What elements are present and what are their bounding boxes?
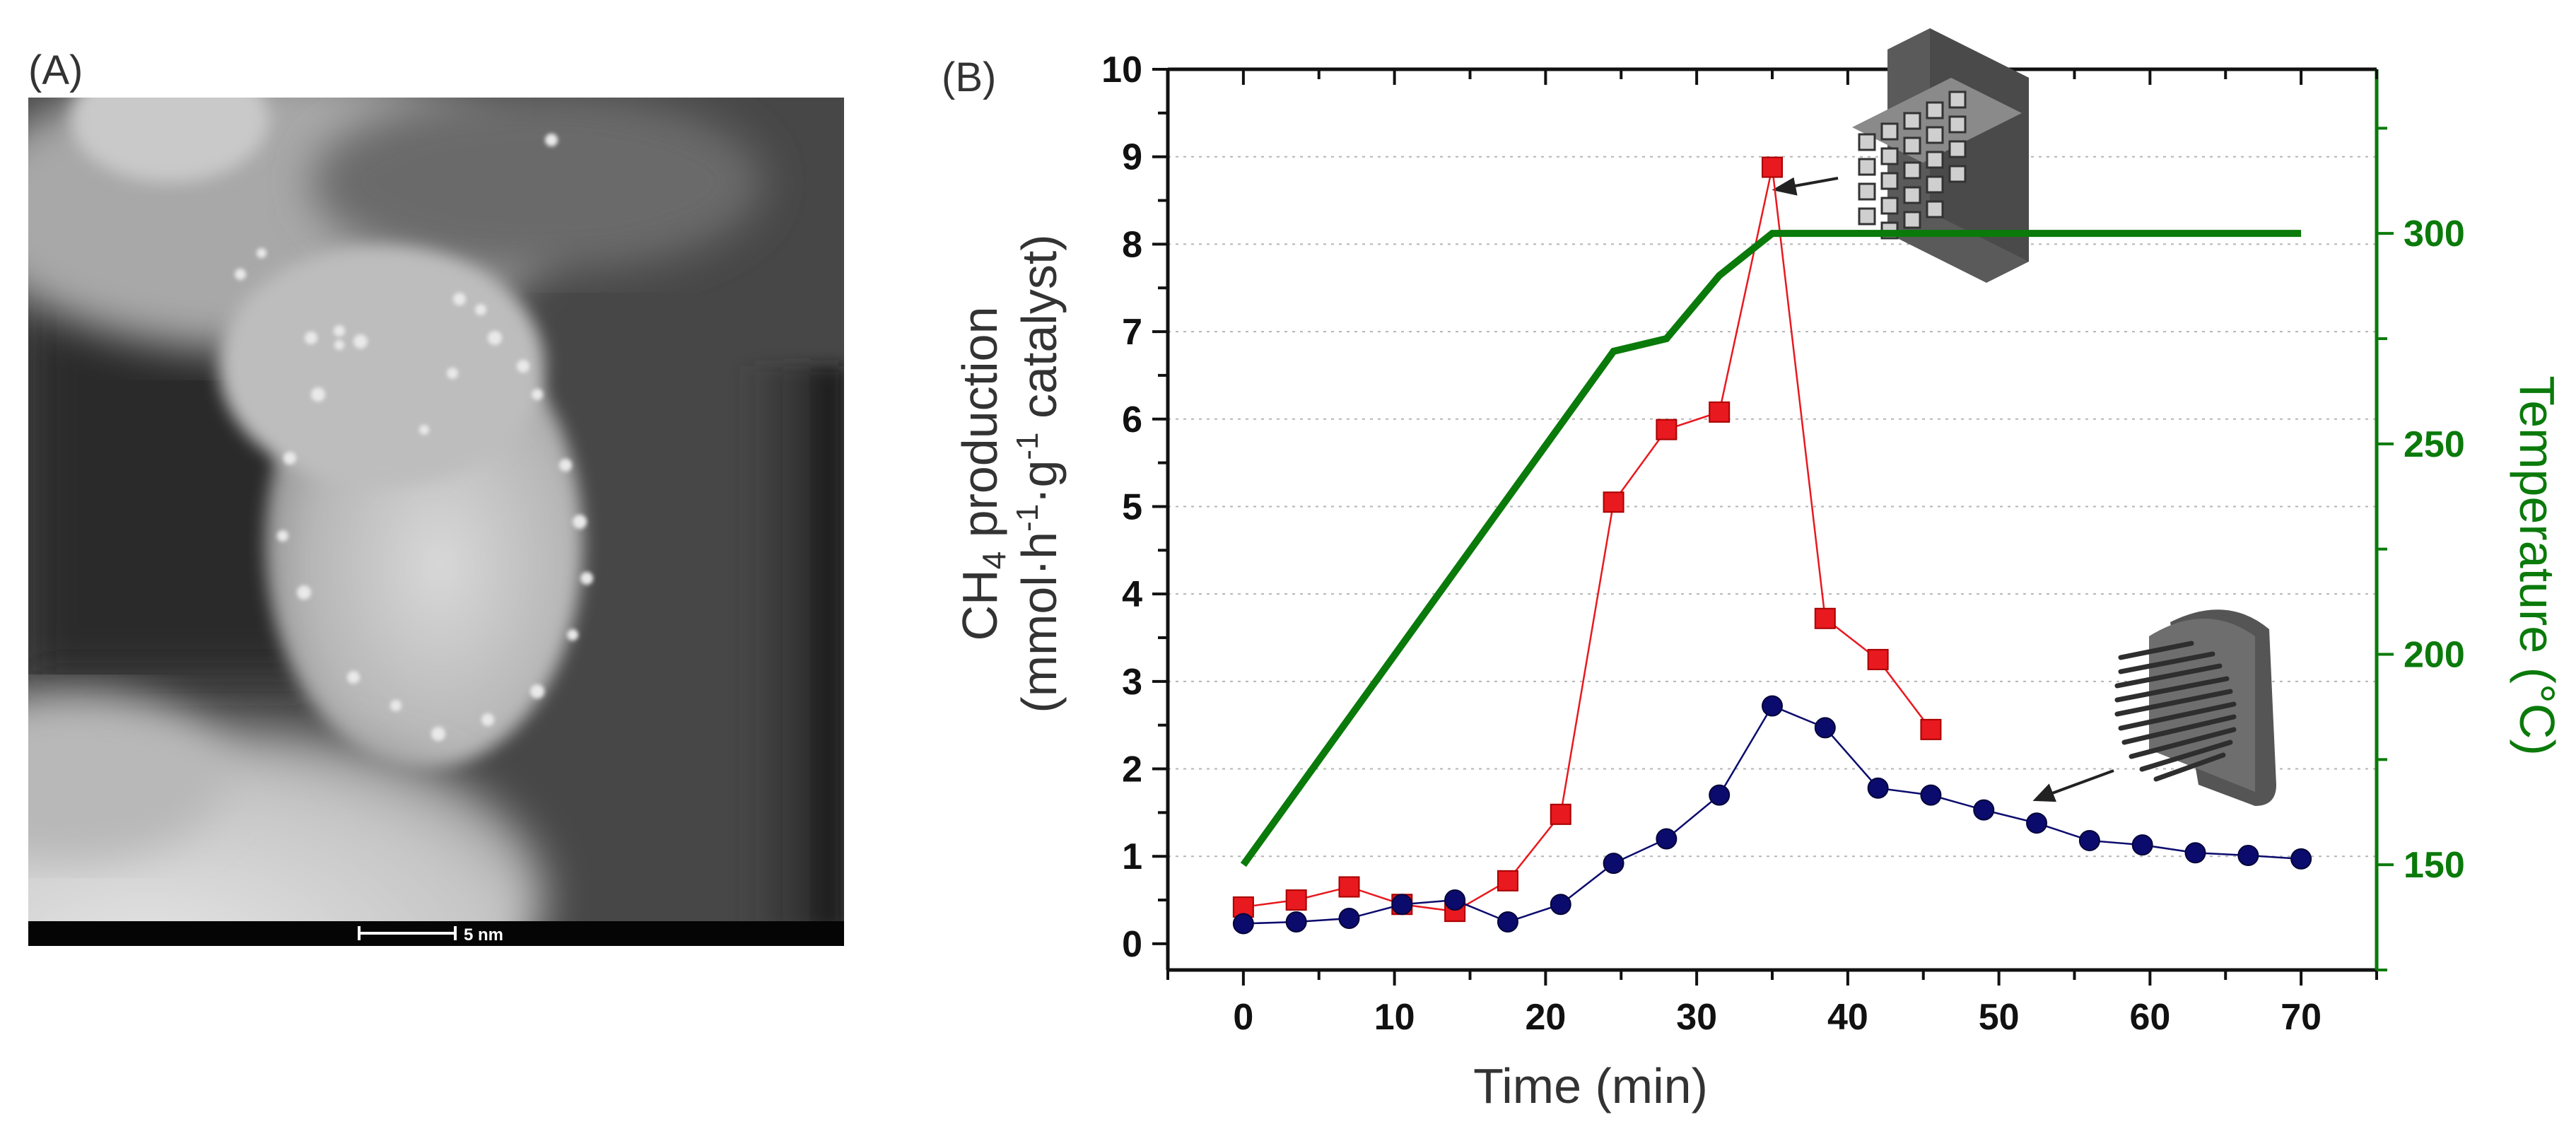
x-axis-title: Time (min) — [1473, 1058, 1708, 1113]
data-point-circle — [2026, 812, 2048, 834]
y-axis-unit-c: catalyst) — [1012, 234, 1067, 432]
data-point-square — [1920, 718, 1942, 740]
y2-tick-label: 150 — [2404, 845, 2465, 886]
data-point-square — [1338, 876, 1360, 898]
annotation-arrows — [1772, 177, 2114, 802]
y-tick-label: 3 — [1122, 662, 1142, 703]
data-point-circle — [1444, 889, 1466, 911]
data-point-square — [1867, 648, 1889, 670]
panel-label-b: (B) — [942, 54, 997, 100]
svg-text:(mmol·h-1·g-1 catalyst): (mmol·h-1·g-1 catalyst) — [1010, 234, 1067, 713]
x-tick-label: 70 — [2281, 997, 2322, 1038]
y-tick-label: 2 — [1122, 749, 1142, 790]
y-tick-label: 9 — [1122, 137, 1142, 178]
data-point-circle — [1550, 894, 1571, 916]
y-axis-unit-b: ·g — [1012, 460, 1067, 504]
x-tick-label: 60 — [2129, 997, 2170, 1038]
scale-bar-label: 5 nm — [464, 925, 503, 945]
data-point-square — [1497, 870, 1518, 892]
pin-array-reactor-icon — [2114, 609, 2276, 806]
y-tick-label: 1 — [1122, 836, 1142, 877]
y-tick-label: 5 — [1122, 486, 1142, 527]
data-point-circle — [2131, 834, 2153, 856]
data-point-circle — [1867, 777, 1889, 799]
data-point-circle — [1920, 784, 1942, 806]
y-tick-label: 0 — [1122, 924, 1142, 965]
data-point-circle — [2290, 848, 2312, 870]
data-point-circle — [1232, 913, 1254, 935]
x-tick-label: 10 — [1374, 997, 1415, 1038]
y2-axis-title-text: Temperature (°C) — [2510, 375, 2565, 756]
x-tick-label: 40 — [1827, 997, 1868, 1038]
data-point-circle — [1603, 853, 1624, 875]
y2-tick-label: 250 — [2404, 424, 2465, 465]
series-line-0 — [1243, 167, 1932, 913]
data-point-circle — [2237, 844, 2259, 866]
y-axis-unit-a: (mmol·h — [1012, 532, 1067, 713]
data-point-circle — [1709, 784, 1731, 806]
y2-tick-label: 300 — [2404, 214, 2465, 255]
stem-micrograph: 5 nm — [28, 98, 844, 946]
ticks: 0 10 20 30 40 50 60 70 0 1 2 3 4 5 6 7 8 9 10 150 200 250 300 — [1101, 49, 2465, 1038]
y2-axis-title: Temperature (°C) — [2510, 375, 2565, 756]
y2-tick-label: 200 — [2404, 635, 2465, 676]
data-point-circle — [1814, 717, 1836, 739]
series-line-2 — [1240, 230, 2302, 867]
data-point-square — [1762, 156, 1783, 178]
data-point-circle — [2184, 842, 2206, 864]
y-axis-unit-sup2: -1 — [1010, 432, 1045, 460]
y-axis-title-rest: production — [952, 306, 1007, 551]
y-tick-label: 8 — [1122, 224, 1142, 265]
data-point-square — [1603, 491, 1624, 513]
y-tick-label: 7 — [1122, 312, 1142, 353]
data-point-circle — [1338, 908, 1360, 930]
data-point-circle — [1391, 894, 1413, 916]
x-tick-label: 30 — [1676, 997, 1717, 1038]
y-tick-label: 4 — [1122, 574, 1142, 615]
y-axis-title-sub: 4 — [976, 551, 1012, 570]
data-point-circle — [1656, 828, 1678, 850]
data-point-circle — [1973, 799, 1995, 821]
data-point-square — [1285, 889, 1307, 911]
y-tick-label: 6 — [1122, 399, 1142, 440]
data-point-square — [1550, 803, 1571, 825]
y-tick-label: 10 — [1101, 49, 1142, 90]
micrograph-svg: 5 nm — [28, 98, 844, 946]
nanoparticles — [235, 134, 593, 741]
square-channel-reactor-icon — [1852, 28, 2029, 283]
series — [1232, 156, 2312, 935]
data-point-circle — [1285, 911, 1307, 933]
data-point-square — [1709, 401, 1731, 423]
panel-label-a: (A) — [28, 47, 83, 93]
data-point-circle — [1497, 911, 1518, 933]
data-point-circle — [2078, 829, 2100, 851]
y-axis-unit-sup1: -1 — [1010, 504, 1045, 532]
scale-bar: 5 nm — [358, 925, 503, 945]
data-point-circle — [1762, 695, 1783, 717]
x-tick-label: 0 — [1233, 997, 1253, 1038]
svg-text:CH4 production: CH4 production — [952, 306, 1012, 641]
data-point-square — [1814, 607, 1836, 629]
x-tick-label: 50 — [1979, 997, 2020, 1038]
y-axis-title-ch: CH — [952, 569, 1007, 641]
x-tick-label: 20 — [1525, 997, 1566, 1038]
data-point-square — [1656, 419, 1678, 440]
y-axis-title: CH4 production (mmol·h-1·g-1 catalyst) — [952, 234, 1067, 713]
axes — [1166, 67, 2379, 972]
